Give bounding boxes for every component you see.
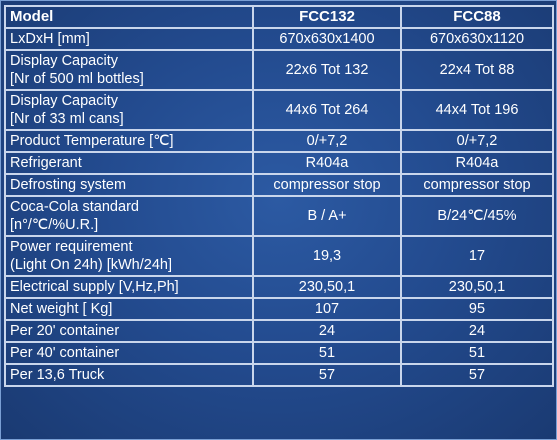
row-label: Display Capacity [Nr of 33 ml cans] bbox=[4, 89, 254, 131]
value-fcc88: 44x4 Tot 196 bbox=[400, 89, 554, 131]
row-label: LxDxH [mm] bbox=[4, 27, 254, 51]
row-label-line: [Nr of 33 ml cans] bbox=[10, 111, 124, 127]
row-label-line: [n°/℃/%U.R.] bbox=[10, 217, 99, 233]
value-fcc88: 24 bbox=[400, 319, 554, 343]
header-fcc132: FCC132 bbox=[252, 5, 402, 29]
value-fcc132: 24 bbox=[252, 319, 402, 343]
table-body: LxDxH [mm] 670x630x1400 670x630x1120 Displa… bbox=[4, 27, 554, 387]
table-row: Power requirement (Light On 24h) [kWh/24h… bbox=[4, 235, 554, 277]
value-fcc132: 57 bbox=[252, 363, 402, 387]
row-label-line: Display Capacity bbox=[10, 93, 118, 109]
row-label: Display Capacity [Nr of 500 ml bottles] bbox=[4, 49, 254, 91]
table-row: LxDxH [mm] 670x630x1400 670x630x1120 bbox=[4, 27, 554, 51]
value-fcc88: 670x630x1120 bbox=[400, 27, 554, 51]
row-label: Refrigerant bbox=[4, 151, 254, 175]
row-label: Electrical supply [V,Hz,Ph] bbox=[4, 275, 254, 299]
table-row: Electrical supply [V,Hz,Ph] 230,50,1 230,5… bbox=[4, 275, 554, 299]
row-label-line: (Light On 24h) [kWh/24h] bbox=[10, 257, 172, 273]
row-label-line: Display Capacity bbox=[10, 53, 118, 69]
value-fcc132: R404a bbox=[252, 151, 402, 175]
row-label-line: Per 20' container bbox=[10, 323, 120, 339]
table-row: Net weight [ Kg] 107 95 bbox=[4, 297, 554, 321]
table-row: Per 13,6 Truck 57 57 bbox=[4, 363, 554, 387]
table-row: Per 40' container 51 51 bbox=[4, 341, 554, 365]
table-row: Display Capacity [Nr of 33 ml cans] 44x6 T… bbox=[4, 89, 554, 131]
value-fcc132: 44x6 Tot 264 bbox=[252, 89, 402, 131]
value-fcc88: 95 bbox=[400, 297, 554, 321]
table-row: Per 20' container 24 24 bbox=[4, 319, 554, 343]
value-fcc132: B / A+ bbox=[252, 195, 402, 237]
spec-table: Model FCC132 FCC88 LxDxH [mm] 670x630x140… bbox=[4, 5, 554, 387]
value-fcc88: 57 bbox=[400, 363, 554, 387]
value-fcc132: 107 bbox=[252, 297, 402, 321]
row-label-line: Product Temperature [℃] bbox=[10, 133, 174, 149]
row-label: Power requirement (Light On 24h) [kWh/24h… bbox=[4, 235, 254, 277]
row-label-line: Per 13,6 Truck bbox=[10, 367, 105, 383]
value-fcc132: 670x630x1400 bbox=[252, 27, 402, 51]
value-fcc88: 17 bbox=[400, 235, 554, 277]
row-label: Per 13,6 Truck bbox=[4, 363, 254, 387]
row-label: Product Temperature [℃] bbox=[4, 129, 254, 153]
table-row: Refrigerant R404a R404a bbox=[4, 151, 554, 175]
row-label-line: Defrosting system bbox=[10, 177, 127, 193]
value-fcc132: 230,50,1 bbox=[252, 275, 402, 299]
row-label: Net weight [ Kg] bbox=[4, 297, 254, 321]
value-fcc88: 22x4 Tot 88 bbox=[400, 49, 554, 91]
header-model: Model bbox=[4, 5, 254, 29]
row-label-line: Net weight [ Kg] bbox=[10, 301, 113, 317]
table-header-row: Model FCC132 FCC88 bbox=[4, 5, 554, 29]
value-fcc132: 51 bbox=[252, 341, 402, 365]
table-row: Display Capacity [Nr of 500 ml bottles] 22… bbox=[4, 49, 554, 91]
row-label-line: Per 40' container bbox=[10, 345, 120, 361]
table-row: Defrosting system compressor stop compress… bbox=[4, 173, 554, 197]
row-label-line: LxDxH [mm] bbox=[10, 31, 90, 47]
header-fcc88: FCC88 bbox=[400, 5, 554, 29]
value-fcc132: 19,3 bbox=[252, 235, 402, 277]
table-row: Coca-Cola standard [n°/℃/%U.R.] B / A+ B/24… bbox=[4, 195, 554, 237]
table-row: Product Temperature [℃] 0/+7,2 0/+7,2 bbox=[4, 129, 554, 153]
row-label-line: Coca-Cola standard bbox=[10, 199, 139, 215]
value-fcc88: 0/+7,2 bbox=[400, 129, 554, 153]
value-fcc88: B/24℃/45% bbox=[400, 195, 554, 237]
row-label: Defrosting system bbox=[4, 173, 254, 197]
value-fcc88: R404a bbox=[400, 151, 554, 175]
value-fcc88: 230,50,1 bbox=[400, 275, 554, 299]
value-fcc132: compressor stop bbox=[252, 173, 402, 197]
row-label-line: Power requirement bbox=[10, 239, 133, 255]
value-fcc132: 22x6 Tot 132 bbox=[252, 49, 402, 91]
row-label: Per 40' container bbox=[4, 341, 254, 365]
value-fcc132: 0/+7,2 bbox=[252, 129, 402, 153]
row-label: Per 20' container bbox=[4, 319, 254, 343]
row-label-line: [Nr of 500 ml bottles] bbox=[10, 71, 144, 87]
value-fcc88: compressor stop bbox=[400, 173, 554, 197]
value-fcc88: 51 bbox=[400, 341, 554, 365]
row-label-line: Refrigerant bbox=[10, 155, 82, 171]
row-label: Coca-Cola standard [n°/℃/%U.R.] bbox=[4, 195, 254, 237]
row-label-line: Electrical supply [V,Hz,Ph] bbox=[10, 279, 179, 295]
